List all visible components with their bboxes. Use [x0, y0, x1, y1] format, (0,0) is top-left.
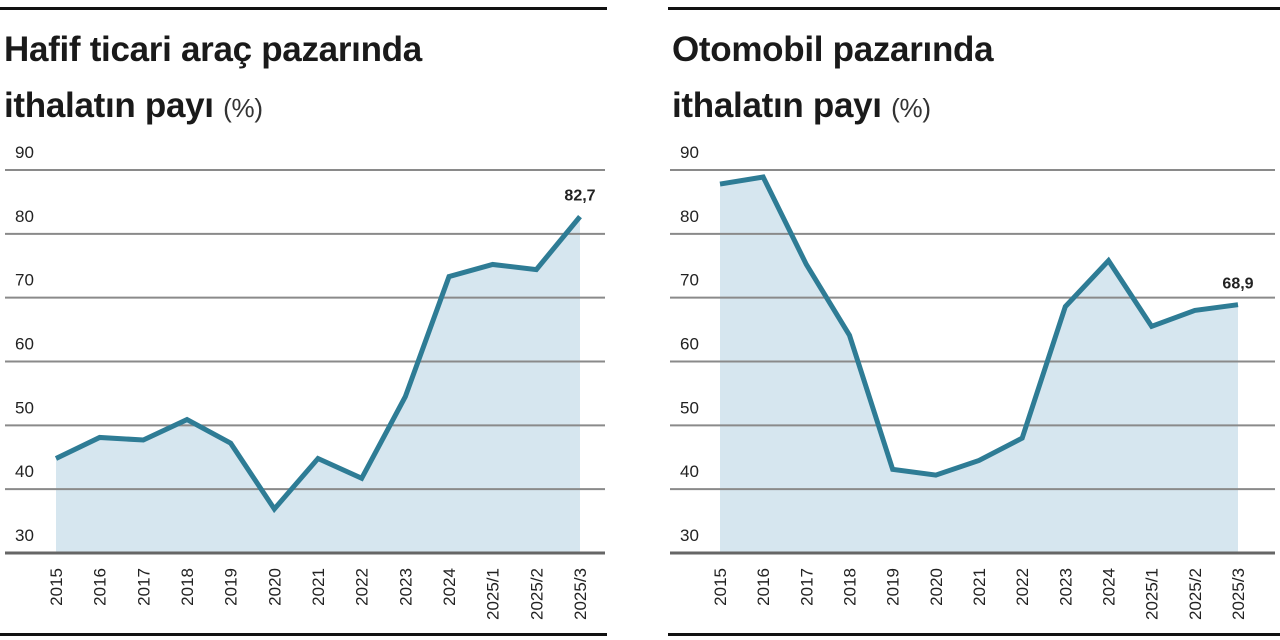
x-tick-label: 2017 [134, 568, 153, 606]
line-chart: 30 40 50 60 70 80 90 68,9 2015 2016 2017 2018 2019 20… [670, 143, 1275, 620]
title-line-2: ithalatın payı [4, 86, 214, 125]
x-tick-label: 2024 [440, 568, 459, 606]
bottom-rule [0, 633, 607, 636]
x-tick-label: 2019 [884, 568, 903, 606]
x-tick-label: 2025/1 [1143, 568, 1162, 620]
area-fill [56, 216, 580, 553]
y-tick-label: 70 [15, 271, 34, 290]
x-tick-label: 2022 [1013, 568, 1032, 606]
x-tick-label: 2021 [970, 568, 989, 606]
top-rule [668, 7, 1280, 10]
x-tick-label: 2015 [47, 568, 66, 606]
x-tick-label: 2025/2 [1186, 568, 1205, 620]
x-tick-label: 2021 [309, 568, 328, 606]
x-tick-label: 2016 [91, 568, 110, 606]
y-tick-label: 30 [680, 526, 699, 545]
unit-label: (%) [223, 93, 263, 123]
y-tick-label: 80 [680, 207, 699, 226]
data-label: 68,9 [1222, 276, 1253, 293]
y-tick-label: 80 [15, 207, 34, 226]
x-tick-label: 2023 [1056, 568, 1075, 606]
x-tick-label: 2025/2 [527, 568, 546, 620]
y-tick-label: 60 [15, 335, 34, 354]
x-tick-label: 2016 [754, 568, 773, 606]
y-tick-label: 50 [680, 398, 699, 417]
data-label: 82,7 [564, 188, 595, 205]
x-tick-label: 2025/3 [1229, 568, 1248, 620]
x-tick-label: 2023 [396, 568, 415, 606]
x-tick-label: 2018 [841, 568, 860, 606]
x-tick-label: 2024 [1100, 568, 1119, 606]
y-tick-label: 60 [680, 335, 699, 354]
x-tick-label: 2018 [178, 568, 197, 606]
chart-panel-light-commercial: Hafif ticari araç pazarında ithalatın pa… [0, 0, 607, 640]
y-tick-label: 70 [680, 271, 699, 290]
chart-title: Otomobil pazarında ithalatın payı (%) [672, 22, 994, 136]
y-tick-label: 50 [15, 398, 34, 417]
x-tick-label: 2025/3 [571, 568, 590, 620]
area-fill [720, 177, 1238, 553]
title-line-1: Otomobil pazarında [672, 30, 994, 69]
y-tick-label: 40 [15, 462, 34, 481]
top-rule [0, 7, 607, 10]
x-tick-label: 2019 [222, 568, 241, 606]
x-tick-label: 2020 [265, 568, 284, 606]
x-tick-label: 2015 [711, 568, 730, 606]
y-tick-label: 90 [15, 143, 34, 162]
y-tick-label: 40 [680, 462, 699, 481]
x-tick-label: 2022 [353, 568, 372, 606]
unit-label: (%) [891, 93, 931, 123]
chart-panel-passenger-car: Otomobil pazarında ithalatın payı (%) 30… [668, 0, 1280, 640]
y-tick-label: 30 [15, 526, 34, 545]
y-tick-label: 90 [680, 143, 699, 162]
title-line-2: ithalatın payı [672, 86, 882, 125]
line-chart: 30 40 50 60 70 80 90 82,7 2015 2016 2017 2018 2019 20… [5, 143, 605, 620]
bottom-rule [668, 633, 1280, 636]
x-tick-label: 2017 [797, 568, 816, 606]
chart-title: Hafif ticari araç pazarında ithalatın pa… [4, 22, 422, 136]
title-line-1: Hafif ticari araç pazarında [4, 30, 422, 69]
x-tick-label: 2020 [927, 568, 946, 606]
x-tick-label: 2025/1 [484, 568, 503, 620]
